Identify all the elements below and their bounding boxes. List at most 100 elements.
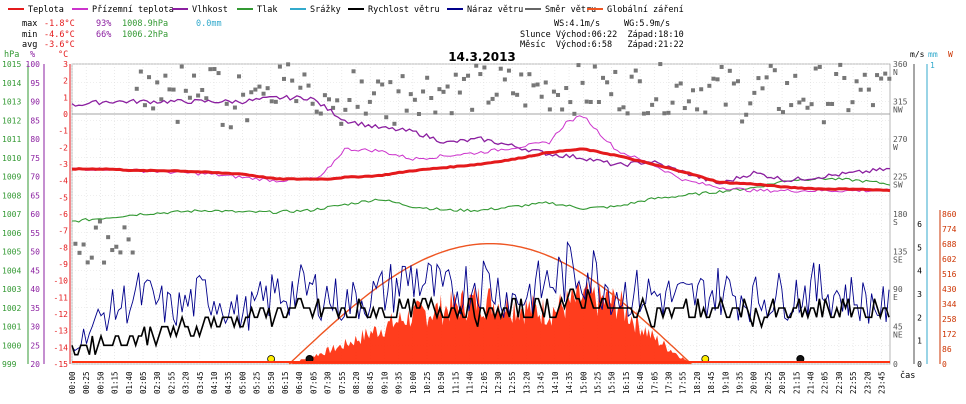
wind-direction-point <box>367 99 372 104</box>
tick-wind-dir-name: N <box>893 68 898 77</box>
wind-direction-point <box>690 88 695 93</box>
tick-humidity_pct: 75 <box>30 154 40 163</box>
tick-radiation: 774 <box>942 225 957 234</box>
wind-direction-point <box>879 76 884 81</box>
x-tick-label: 05:50 <box>267 371 276 394</box>
axis-unit-rain: mm <box>928 50 938 59</box>
x-tick-label: 17:05 <box>650 371 659 394</box>
x-tick-label: 19:10 <box>721 371 730 394</box>
wind-direction-point <box>429 96 434 101</box>
wind-direction-point <box>376 79 381 84</box>
legend-label: Srážky <box>310 5 341 15</box>
x-tick-label: 12:55 <box>508 371 517 394</box>
wind-direction-point <box>261 91 266 96</box>
tick-humidity_pct: 90 <box>30 98 40 107</box>
tick-wind-dir-name: NE <box>893 331 903 340</box>
wind-direction-point <box>789 103 794 108</box>
x-tick-label: 07:30 <box>324 371 333 394</box>
tick-temperature_C: -14 <box>54 343 69 352</box>
x-tick-label: 14:10 <box>551 371 560 394</box>
x-tick-label: 16:40 <box>636 371 645 394</box>
tick-temperature_C: -3 <box>58 160 68 169</box>
wind-direction-point <box>756 76 761 81</box>
wind-direction-point <box>588 99 593 104</box>
x-tick-label: 07:55 <box>338 371 347 394</box>
stat-min-press: 1006.2hPa <box>122 30 168 40</box>
wind-direction-point <box>887 76 892 81</box>
tick-radiation: 258 <box>942 315 957 324</box>
tick-pressure_hPa: 1000 <box>2 341 21 350</box>
stats-block: max -1.8°C 93% 1008.9hPa 0.0mm min -4.6°… <box>22 19 222 50</box>
wind-direction-point <box>494 92 499 97</box>
wind-direction-point <box>179 64 184 69</box>
x-tick-label: 17:30 <box>664 371 673 394</box>
tick-wind-speed: 2 <box>917 313 922 322</box>
wind-direction-point <box>478 72 483 77</box>
tick-pressure_hPa: 1004 <box>2 266 21 275</box>
tick-pressure_hPa: 1002 <box>2 304 21 313</box>
x-tick-label: 23:45 <box>877 371 886 394</box>
moon-info: Měsíc Východ:6:58 Západ:21:22 <box>520 40 684 50</box>
x-tick-label: 10:50 <box>437 371 446 394</box>
wind-direction-point <box>535 82 540 87</box>
wind-direction-point <box>502 77 507 82</box>
legend-label: Globální záření <box>607 5 684 15</box>
wind-direction-point <box>740 119 745 124</box>
wind-direction-point <box>678 81 683 86</box>
wind-direction-point <box>457 90 462 95</box>
tick-wind-dir-name: W <box>893 143 898 152</box>
series-tlak <box>71 176 891 223</box>
tick-wind-dir: 315 <box>893 98 908 107</box>
wind-direction-point <box>568 100 573 105</box>
tick-temperature_C: 1 <box>63 93 68 102</box>
wind-direction-point <box>326 97 331 102</box>
wind-direction-point <box>735 79 740 84</box>
wind-direction-point <box>715 77 720 82</box>
wind-direction-point <box>437 87 442 92</box>
tick-humidity_pct: 85 <box>30 116 40 125</box>
wind-direction-point <box>351 69 356 74</box>
tick-temperature_C: 0 <box>63 110 68 119</box>
wind-direction-point <box>613 69 618 74</box>
wind-direction-point <box>245 118 250 123</box>
wind-direction-point <box>511 91 516 96</box>
wind-direction-point <box>392 121 397 126</box>
tick-wind-dir-name: SW <box>893 181 903 190</box>
x-tick-label: 22:30 <box>835 371 844 394</box>
wind-direction-point <box>433 110 438 115</box>
tick-wind-dir-name: SE <box>893 256 903 265</box>
x-tick-label: 05:00 <box>238 371 247 394</box>
wind-direction-point <box>821 120 826 125</box>
x-tick-label: 12:05 <box>480 371 489 394</box>
wind-direction-point <box>486 100 491 105</box>
x-tick-label: 04:10 <box>210 371 219 394</box>
wind-direction-point <box>723 102 728 107</box>
wind-direction-point <box>228 125 233 130</box>
wind-direction-point <box>564 86 569 91</box>
wind-direction-point <box>102 260 107 265</box>
wind-direction-point <box>138 69 143 74</box>
wind-direction-point <box>416 111 421 116</box>
tick-temperature_C: -10 <box>54 277 69 286</box>
wind-direction-point <box>768 63 773 68</box>
tick-wind-dir-name: E <box>893 293 898 302</box>
wind-direction-point <box>605 80 610 85</box>
wind-direction-point <box>842 75 847 80</box>
wind-direction-point <box>482 65 487 70</box>
wind-direction-point <box>286 62 291 67</box>
stat-min-hum: 66% <box>96 30 111 40</box>
x-tick-label: 18:45 <box>707 371 716 394</box>
x-tick-label: 02:30 <box>153 371 162 394</box>
tick-radiation: 0 <box>942 360 947 369</box>
wind-direction-point <box>711 76 716 81</box>
wind-direction-point <box>658 62 663 67</box>
axis-unit-humidity_pct: % <box>30 50 35 60</box>
wind-direction-point <box>858 87 863 92</box>
wind-direction-point <box>543 80 548 85</box>
tick-pressure_hPa: 1007 <box>2 210 21 219</box>
wind-direction-point <box>449 111 454 116</box>
x-tick-label: 15:00 <box>579 371 588 394</box>
wind-direction-point <box>294 99 299 104</box>
tick-pressure_hPa: 1010 <box>2 154 21 163</box>
tick-radiation: 430 <box>942 285 957 294</box>
